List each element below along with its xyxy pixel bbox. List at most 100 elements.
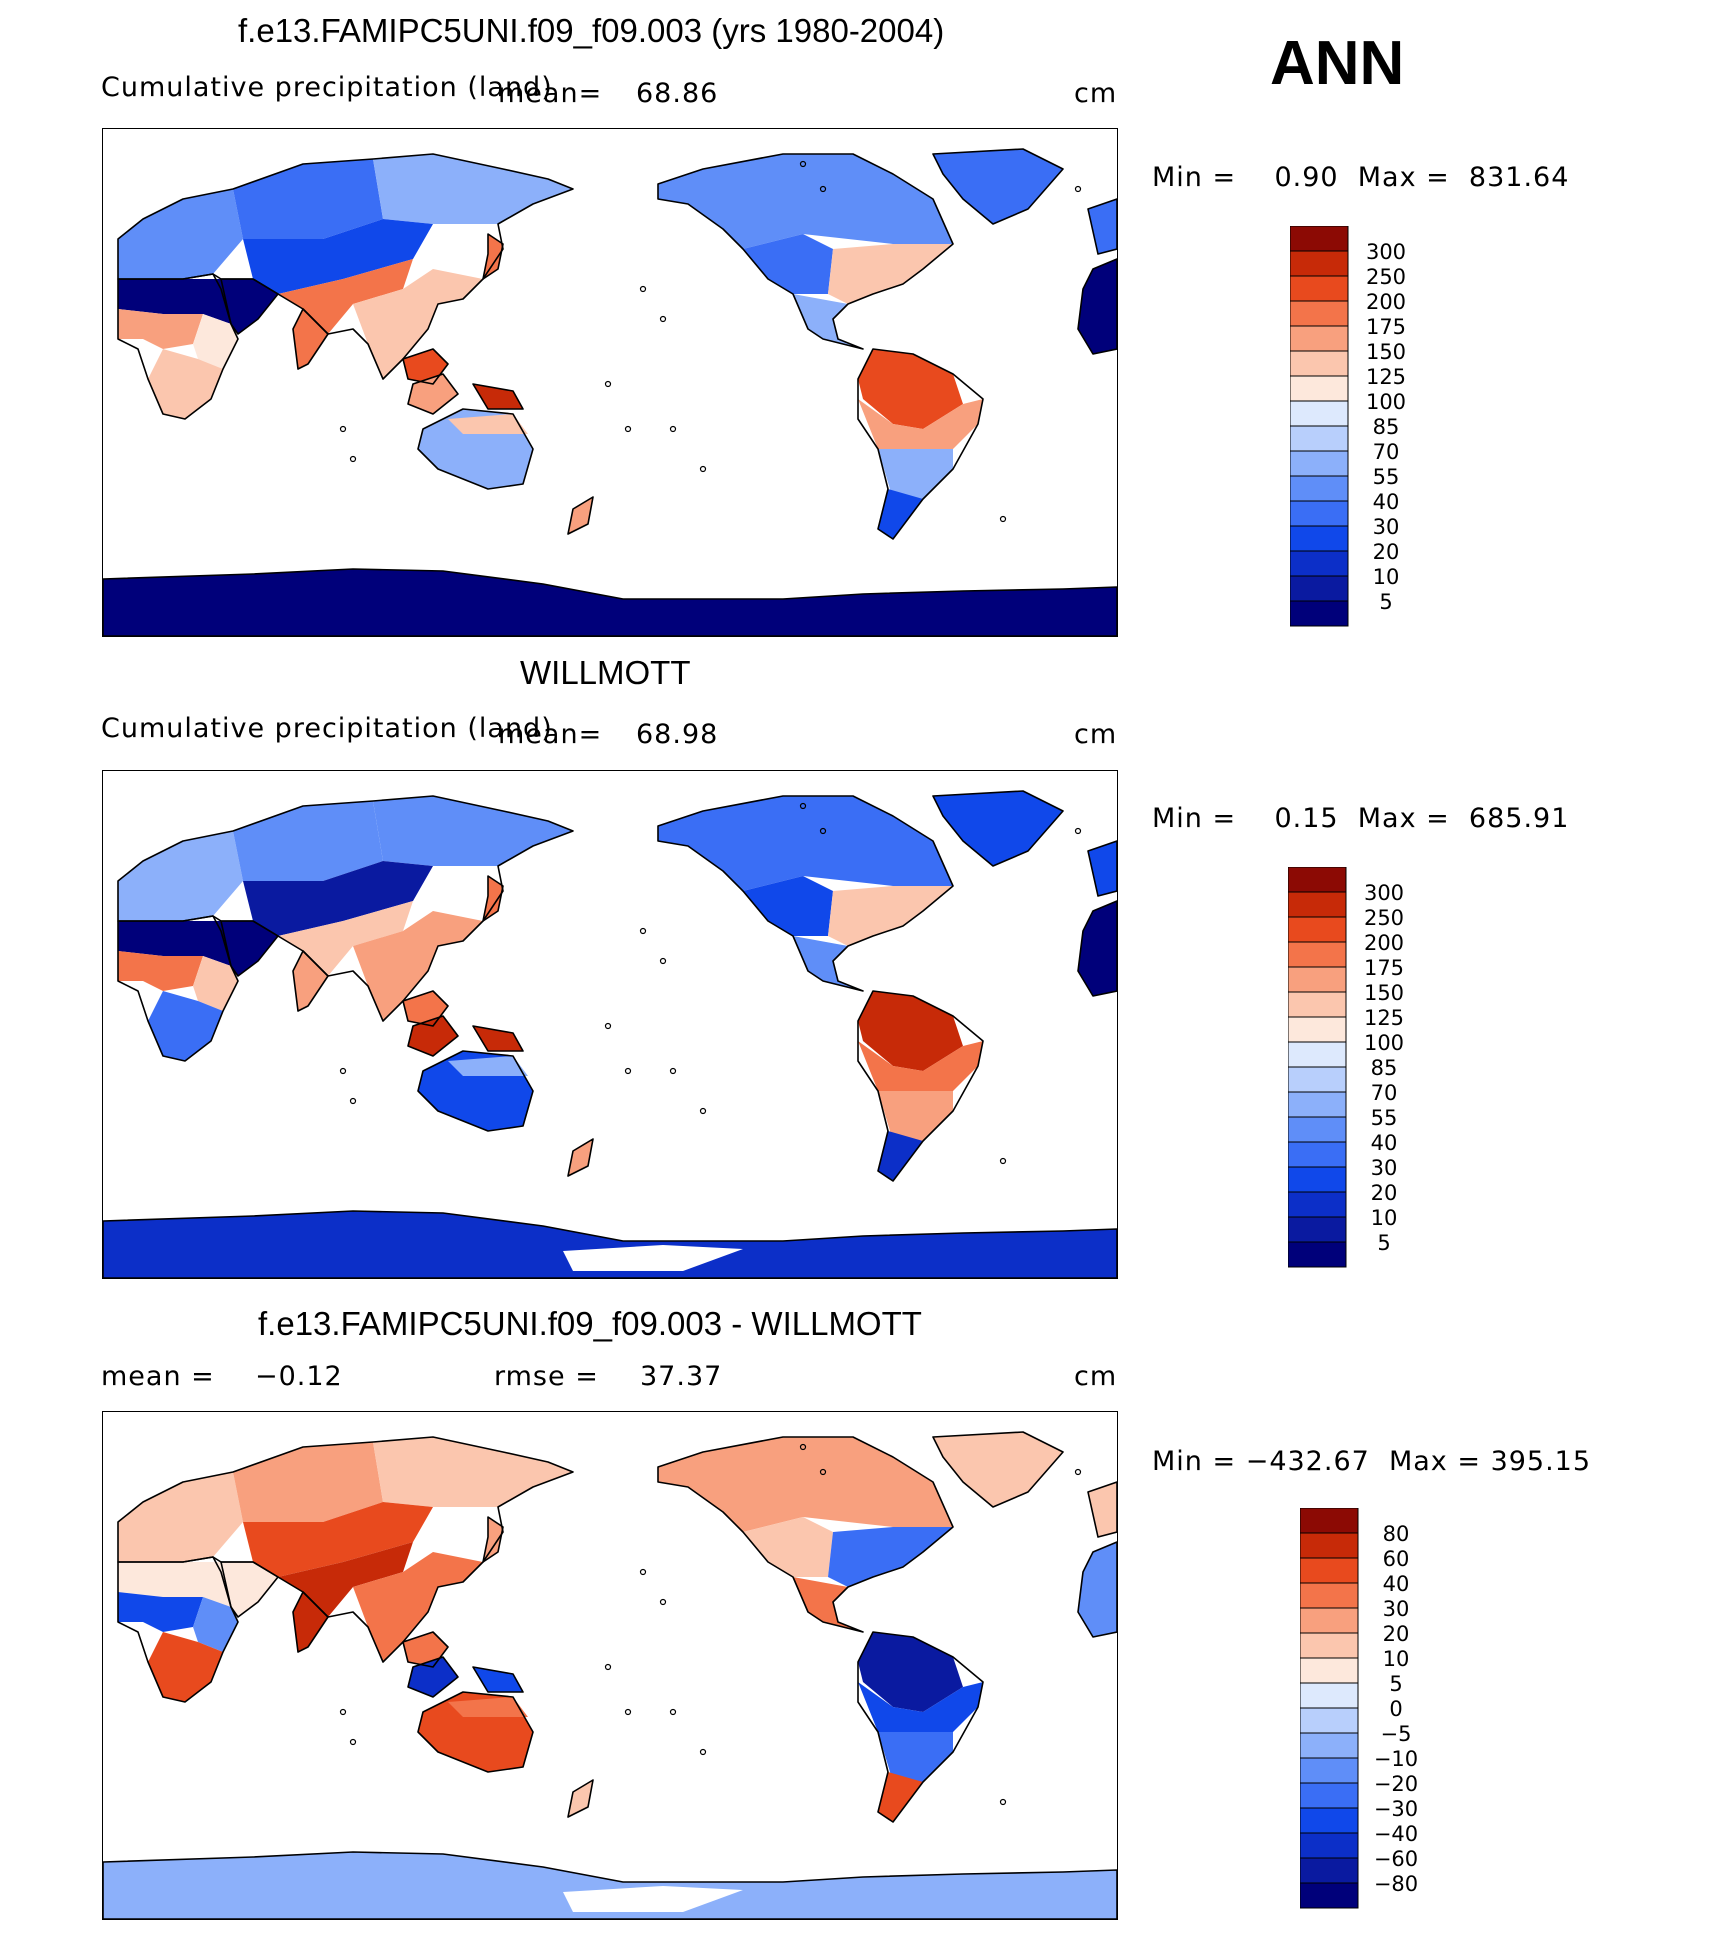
- coastline-samerica: [857, 1631, 984, 1823]
- colorbar-swatch: [1289, 475, 1349, 502]
- map-region-png: [473, 1026, 523, 1051]
- colorbar-swatch: [1299, 1707, 1359, 1734]
- map-region-eafrica: [193, 314, 238, 369]
- colorbar-tick-label: 20: [1373, 540, 1400, 564]
- map-region-mexico: [793, 1577, 863, 1632]
- colorbar-tick-label: 0: [1389, 1697, 1402, 1721]
- coastline-europe_r: [1087, 198, 1117, 255]
- colorbar-swatch: [1289, 300, 1349, 327]
- colorbar-swatch: [1299, 1682, 1359, 1709]
- island-outline: [819, 827, 827, 835]
- island-outline: [1074, 827, 1082, 835]
- panel-2-map: [102, 770, 1118, 1279]
- island-outline: [604, 380, 612, 388]
- map-region-sanorth: [858, 399, 983, 449]
- island-outline: [604, 1022, 612, 1030]
- colorbar-swatch: [1287, 1166, 1347, 1193]
- map-region-siberia: [373, 154, 573, 224]
- map-region-india: [293, 1592, 328, 1652]
- colorbar-swatch: [1289, 525, 1349, 552]
- island-outline: [669, 1708, 677, 1716]
- colorbar-tick-label: 10: [1373, 565, 1400, 589]
- colorbar-swatch: [1287, 941, 1347, 968]
- colorbar-tick-label: 5: [1377, 1231, 1390, 1255]
- coastline-japan: [482, 233, 504, 280]
- panel-2-variable-label: Cumulative precipitation (land): [101, 713, 553, 744]
- colorbar-swatch: [1289, 250, 1349, 277]
- colorbar-swatch: [1299, 1882, 1359, 1909]
- coastline-africa: [117, 915, 239, 1062]
- colorbar-tick-label: 40: [1383, 1572, 1410, 1596]
- island-outline: [659, 1598, 667, 1606]
- map-region-arabia: [221, 921, 278, 976]
- coastline-namerica: [657, 795, 954, 992]
- coastline-nz: [567, 1779, 594, 1818]
- colorbar-tick-label: 250: [1364, 906, 1404, 930]
- map-region-china: [353, 1552, 483, 1662]
- island-outline: [799, 1443, 807, 1451]
- coastline-borneo: [407, 1015, 459, 1057]
- panel-3-rmse-label: rmse =: [494, 1361, 599, 1392]
- panel-1-mean-value: 68.86: [636, 78, 719, 109]
- map-region-europe: [118, 831, 243, 921]
- colorbar-tick-label: 85: [1371, 1056, 1398, 1080]
- colorbar-tick-label: 55: [1371, 1106, 1398, 1130]
- colorbar-swatch: [1299, 1807, 1359, 1834]
- colorbar-swatch: [1289, 600, 1349, 627]
- map-region-patagonia: [878, 489, 923, 539]
- coastline-africa: [117, 1556, 239, 1703]
- colorbar-tick-label: 20: [1383, 1622, 1410, 1646]
- colorbar-tick-label: −60: [1374, 1847, 1418, 1871]
- map-region-safrica: [148, 349, 223, 419]
- panel-1-map: [102, 128, 1118, 637]
- island-outline: [1074, 185, 1082, 193]
- map-region-patagonia: [878, 1131, 923, 1181]
- map-region-arabia: [221, 1562, 278, 1617]
- panel-3-units: cm: [1074, 1361, 1118, 1392]
- colorbar-tick-label: 100: [1364, 1031, 1404, 1055]
- island-outline: [999, 1798, 1007, 1806]
- panel-3-colorbar: 80 60 40 30 20 10 5 0 −5 −10 −20 −30 −40 −60 −80: [1299, 1507, 1450, 1933]
- map-region-europe: [118, 1472, 243, 1562]
- coastline-australia: [417, 1050, 534, 1132]
- colorbar-tick-label: 80: [1383, 1522, 1410, 1546]
- map-region-antarctica-gap: [563, 1886, 743, 1912]
- island-outline: [339, 1708, 347, 1716]
- island-outline: [699, 1748, 707, 1756]
- map-region-eafrica: [193, 956, 238, 1011]
- colorbar-tick-label: 200: [1366, 290, 1406, 314]
- coastline-antarctica: [103, 1851, 1117, 1919]
- colorbar-swatch: [1287, 866, 1347, 893]
- coastline-wafrica_r: [1077, 900, 1117, 997]
- colorbar-swatch: [1299, 1732, 1359, 1759]
- colorbar-swatch: [1299, 1757, 1359, 1784]
- island-outline: [659, 315, 667, 323]
- map-region-amazon: [858, 1632, 963, 1712]
- colorbar-tick-label: 55: [1373, 465, 1400, 489]
- map-region-canada: [658, 154, 953, 249]
- panel-3-title: f.e13.FAMIPC5UNI.f09_f09.003 - WILLMOTT: [258, 1305, 922, 1342]
- coastline-greenland: [932, 1431, 1064, 1508]
- map-region-himalaya: [278, 1542, 413, 1617]
- island-outline: [669, 1067, 677, 1075]
- map-region-india: [293, 951, 328, 1011]
- panel-1-colorbar: 300 250 200 175 150 125 100 85 70 55 40 30 20 10 5: [1289, 225, 1440, 651]
- world-map-svg: [103, 790, 1117, 1278]
- colorbar-swatch: [1289, 275, 1349, 302]
- map-region-ausnorth: [448, 414, 528, 434]
- map-region-wafrica: [118, 1592, 203, 1632]
- colorbar-swatch: [1287, 966, 1347, 993]
- colorbar-tick-label: −40: [1374, 1822, 1418, 1846]
- coastline-namerica: [657, 1436, 954, 1633]
- colorbar-tick-label: 30: [1383, 1597, 1410, 1621]
- map-region-safrica: [148, 1632, 223, 1702]
- map-region-arabia: [221, 279, 278, 334]
- map-region-russia: [233, 801, 383, 881]
- map-region-useast: [828, 244, 953, 304]
- island-outline: [1074, 1468, 1082, 1476]
- coastline-namerica: [657, 153, 954, 350]
- panel-2-colorbar: 300 250 200 175 150 125 100 85 70 55 40 30 20 10 5: [1287, 866, 1438, 1292]
- coastline-samerica: [857, 348, 984, 540]
- island-outline: [639, 285, 647, 293]
